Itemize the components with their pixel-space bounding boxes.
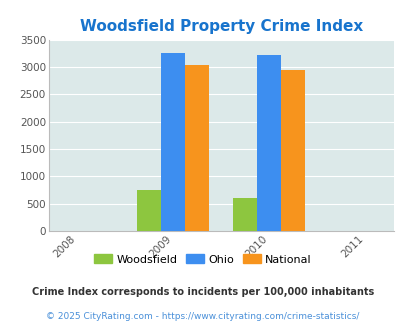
Legend: Woodsfield, Ohio, National: Woodsfield, Ohio, National	[90, 250, 315, 269]
Bar	[161, 53, 185, 231]
Bar	[185, 65, 209, 231]
Bar	[281, 70, 305, 231]
Title: Woodsfield Property Crime Index: Woodsfield Property Crime Index	[79, 19, 362, 34]
Bar	[137, 190, 161, 231]
Bar	[257, 55, 281, 231]
Bar	[233, 198, 257, 231]
Text: Crime Index corresponds to incidents per 100,000 inhabitants: Crime Index corresponds to incidents per…	[32, 287, 373, 297]
Text: © 2025 CityRating.com - https://www.cityrating.com/crime-statistics/: © 2025 CityRating.com - https://www.city…	[46, 312, 359, 321]
